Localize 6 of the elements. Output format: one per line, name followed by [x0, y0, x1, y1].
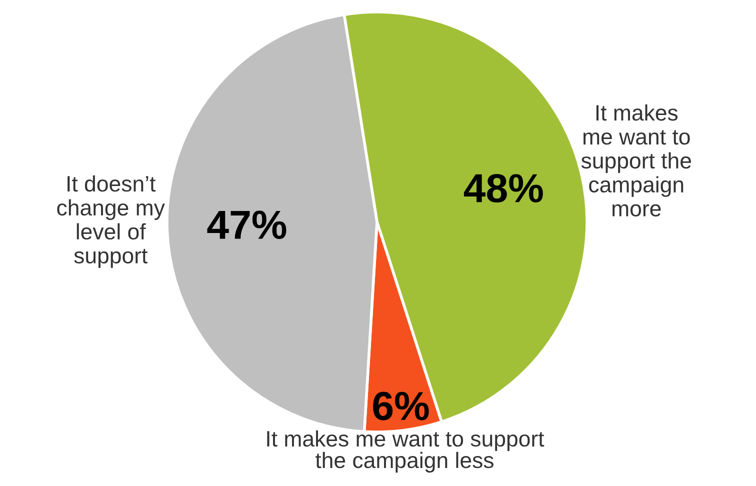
- slice-label: It makes me want to support the campaign less: [267, 430, 544, 473]
- slice-label: It makes me want to support the campaign more: [581, 104, 691, 216]
- data-label: 48%: [464, 174, 543, 203]
- slice-label: It doesn’t change my level of support: [57, 175, 165, 268]
- data-label: 47%: [207, 210, 286, 240]
- data-label: 6%: [373, 392, 429, 420]
